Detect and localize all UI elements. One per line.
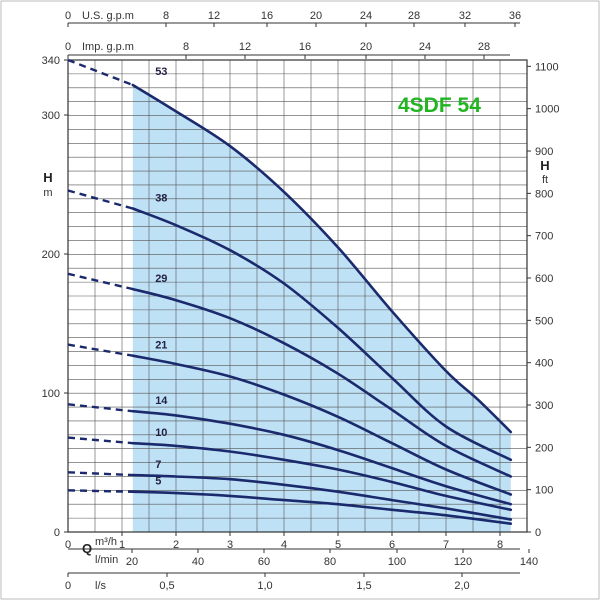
left-tick-label: 0 — [54, 527, 60, 539]
series-10-dashed — [67, 436, 133, 445]
series-38-line — [131, 207, 513, 462]
series-5-line — [131, 490, 513, 525]
impgpm-tick-label: 16 — [299, 41, 311, 53]
usgpm-tick-label: 16 — [261, 10, 273, 22]
lmin-tick-label: 20 — [126, 556, 138, 568]
right-tick-label: 500 — [535, 315, 553, 327]
series-29-dashed — [67, 272, 134, 291]
series-label: 21 — [155, 340, 167, 352]
series-label: 53 — [155, 66, 167, 78]
impgpm-tick-label: 8 — [183, 41, 189, 53]
m3h-tick-label: 0 — [65, 539, 71, 551]
ls-tick-label: 0 — [65, 580, 71, 592]
ls-tick-label: 1,0 — [257, 580, 272, 592]
series-label: 7 — [155, 459, 161, 471]
m3h-tick-label: 3 — [227, 539, 233, 551]
series-14-line — [131, 409, 513, 506]
right-tick-label: 100 — [535, 485, 553, 497]
right-tick-label: 400 — [535, 358, 553, 370]
impgpm-tick-label: 12 — [239, 41, 251, 53]
lmin-tick-label: 120 — [454, 556, 472, 568]
lmin-tick-label: 140 — [520, 556, 538, 568]
m3h-tick-label: 5 — [335, 539, 341, 551]
right-tick-label: 1100 — [535, 61, 559, 73]
left-tick-label: 100 — [42, 388, 60, 400]
series-5-dashed — [67, 489, 133, 493]
usgpm-tick-label: 32 — [459, 10, 471, 22]
left-axis-label: H — [43, 170, 52, 185]
series-53-line — [131, 83, 513, 434]
series-label: 5 — [155, 476, 161, 488]
right-tick-label: 600 — [535, 273, 553, 285]
series-14-dashed — [67, 403, 133, 413]
ls-tick-label: 1,5 — [356, 580, 371, 592]
impgpm-tick-label: 28 — [478, 41, 490, 53]
series-7-line — [131, 473, 513, 521]
left-tick-label: 200 — [42, 249, 60, 261]
right-axis-unit: ft — [542, 174, 548, 186]
right-axis-label: H — [540, 158, 549, 173]
usgpm-axis-label: U.S. g.p.m — [82, 10, 134, 22]
operating-region — [132, 84, 511, 533]
left-tick-label: 300 — [42, 110, 60, 122]
ls-unit: l/s — [95, 580, 107, 592]
lmin-tick-label: 80 — [324, 556, 336, 568]
impgpm-tick-label: 0 — [65, 41, 71, 53]
usgpm-tick-label: 0 — [65, 10, 71, 22]
right-tick-label: 0 — [535, 527, 541, 539]
left-axis-unit: m — [43, 187, 52, 199]
usgpm-tick-label: 12 — [208, 10, 220, 22]
lmin-tick-label: 60 — [258, 556, 270, 568]
series-21-line — [131, 354, 513, 496]
usgpm-tick-label: 20 — [310, 10, 322, 22]
m3h-tick-label: 6 — [389, 539, 395, 551]
series-21-dashed — [67, 343, 134, 357]
right-tick-label: 300 — [535, 400, 553, 412]
series-label: 10 — [155, 427, 167, 439]
usgpm-tick-label: 8 — [163, 10, 169, 22]
series-label: 38 — [155, 193, 167, 205]
usgpm-tick-label: 36 — [509, 10, 521, 22]
right-tick-label: 200 — [535, 442, 553, 454]
m3h-tick-label: 1 — [119, 539, 125, 551]
right-tick-label: 800 — [535, 188, 553, 200]
m3h-tick-label: 8 — [497, 539, 503, 551]
lmin-tick-label: 100 — [388, 556, 406, 568]
right-tick-label: 900 — [535, 146, 553, 158]
ls-tick-label: 0,5 — [159, 580, 174, 592]
lmin-unit: l/min — [95, 554, 118, 566]
series-7-dashed — [67, 471, 133, 477]
m3h-tick-label: 7 — [443, 539, 449, 551]
series-53-dashed — [67, 58, 134, 87]
right-tick-label: 1000 — [535, 104, 559, 116]
series-38-dashed — [67, 189, 134, 210]
ls-tick-label: 2,0 — [454, 580, 469, 592]
impgpm-tick-label: 24 — [419, 41, 431, 53]
m3h-tick-label: 2 — [173, 539, 179, 551]
impgpm-axis-label: Imp. g.p.m — [82, 41, 134, 53]
usgpm-tick-label: 28 — [408, 10, 420, 22]
chart-title: 4SDF 54 — [398, 94, 481, 117]
m3h-unit: m³/h — [95, 536, 117, 548]
plot-frame — [67, 59, 528, 533]
usgpm-tick-label: 24 — [360, 10, 372, 22]
series-29-line — [131, 287, 513, 478]
right-tick-label: 700 — [535, 231, 553, 243]
impgpm-tick-label: 20 — [360, 41, 372, 53]
bottom-axis-q-label: Q — [82, 541, 92, 556]
series-10-line — [131, 441, 513, 512]
left-tick-label: 340 — [42, 55, 60, 67]
series-label: 29 — [155, 273, 167, 285]
series-label: 14 — [155, 395, 168, 407]
lmin-tick-label: 40 — [192, 556, 204, 568]
m3h-tick-label: 4 — [281, 539, 287, 551]
